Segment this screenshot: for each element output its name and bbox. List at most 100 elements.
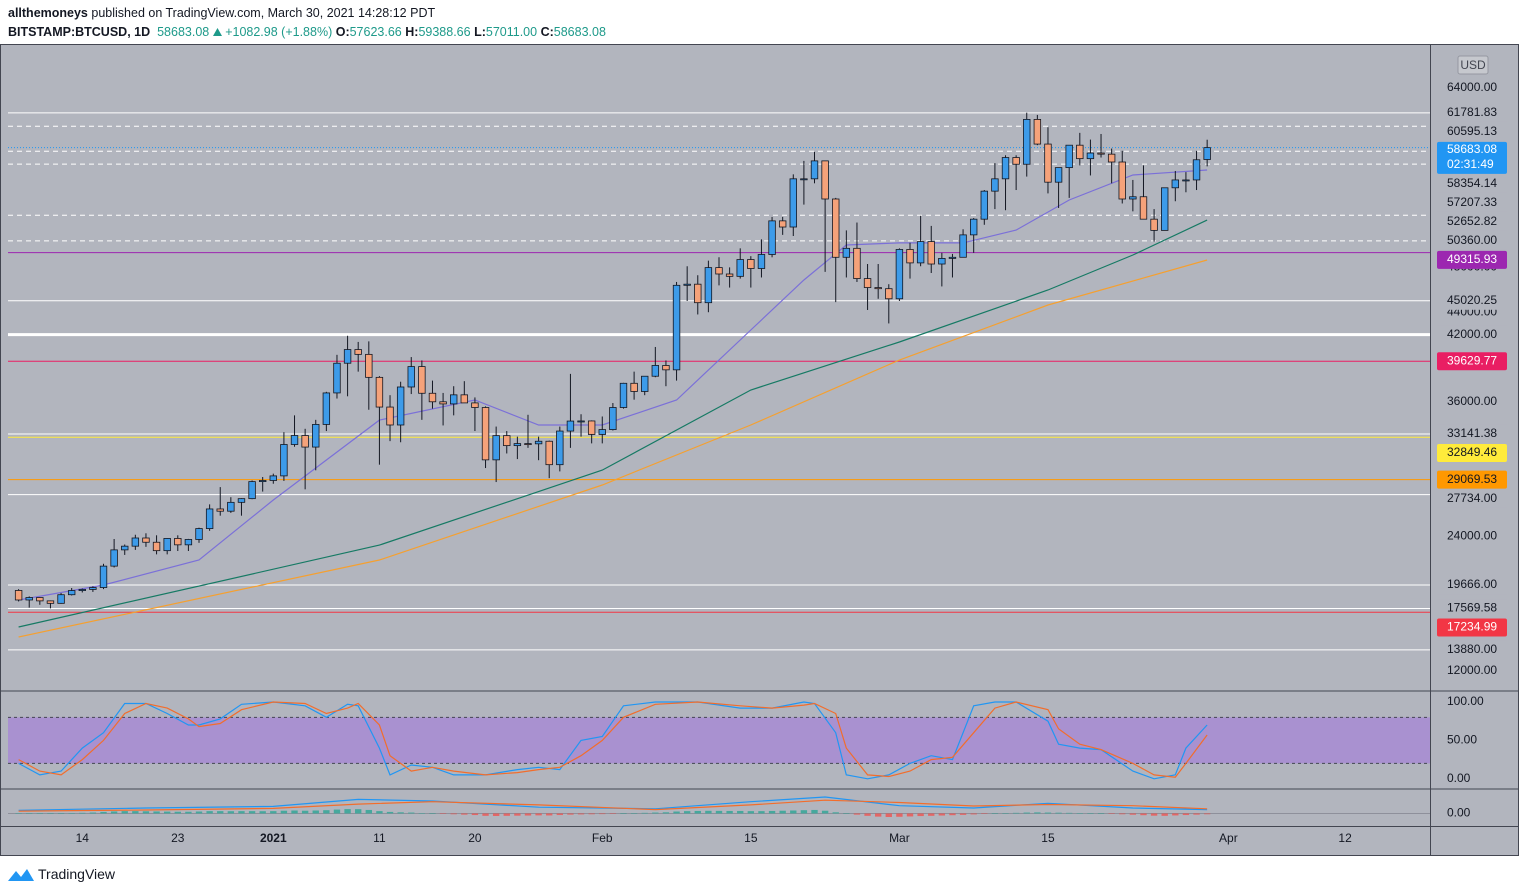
candle-body — [333, 362, 341, 394]
level-label: 39629.77 — [1447, 353, 1497, 367]
level-tag — [1437, 250, 1507, 269]
histogram-bar — [195, 811, 203, 814]
candle-body — [174, 538, 182, 546]
histogram-bar — [853, 813, 861, 815]
candle-body — [258, 480, 267, 483]
candle-body — [1118, 161, 1126, 200]
histogram-bar — [662, 812, 670, 814]
histogram-bar — [15, 813, 22, 814]
level-label: 17569.58 — [1447, 601, 1497, 615]
histogram-bar — [1182, 813, 1190, 816]
candle-body — [471, 402, 479, 408]
histogram-bar — [535, 813, 542, 816]
candle-body — [747, 259, 755, 269]
histogram-bar — [1150, 813, 1158, 816]
candle-body — [545, 440, 553, 466]
histogram-bar — [790, 810, 797, 814]
level-label: 49315.93 — [1447, 252, 1497, 266]
high-value: 59388.66 — [418, 25, 471, 39]
candle-body — [810, 160, 819, 180]
moving-average — [18, 219, 1208, 628]
level-tag — [1437, 122, 1507, 141]
histogram-bar — [1023, 812, 1030, 814]
candle-body — [1086, 152, 1095, 160]
candle-body — [121, 545, 129, 551]
candle-body — [46, 600, 55, 604]
candle-body — [481, 407, 490, 461]
candle-body — [25, 597, 33, 601]
level-label: 61781.83 — [1447, 105, 1497, 119]
candle-body — [227, 501, 235, 512]
histogram-bar — [524, 813, 532, 816]
candle-body — [938, 258, 946, 265]
histogram-bar — [641, 812, 648, 814]
countdown-label: 02:31:49 — [1447, 157, 1494, 171]
change: +1082.98 (+1.88%) — [225, 25, 333, 39]
candle-body — [768, 220, 776, 255]
x-tick-label: 20 — [468, 831, 482, 845]
histogram-bar — [376, 811, 383, 814]
currency: USD — [1460, 58, 1486, 72]
candle-body — [598, 429, 606, 435]
candle-body — [365, 353, 373, 378]
histogram-bar — [1076, 813, 1083, 814]
candle-body — [725, 273, 734, 277]
candle-body — [312, 424, 320, 448]
candle-body — [386, 406, 394, 426]
candle-body — [280, 444, 288, 477]
histogram-bar — [556, 813, 564, 816]
histogram-bar — [142, 811, 150, 814]
candle-body — [566, 420, 575, 432]
axes: 14 23 2021 11 20 Feb 15 Mar 15 Apr 12 12000.00 24000… — [76, 80, 1507, 845]
level-label: 27734.00 — [1447, 491, 1497, 505]
moving-average — [18, 169, 1208, 601]
symbol-line: BITSTAMP:BTCUSD, 1D 58683.08 +1082.98 (+… — [8, 25, 606, 39]
histogram-bar — [227, 811, 235, 814]
y-tick-label: 24000.00 — [1447, 529, 1497, 543]
candle-body — [959, 234, 967, 258]
candle-body — [1129, 196, 1137, 200]
candle-body — [110, 549, 118, 567]
symbol: BITSTAMP:BTCUSD, 1D — [8, 25, 151, 39]
histogram-bar — [471, 813, 479, 816]
candle-body — [1171, 179, 1180, 189]
stoch-rsi-pane — [8, 701, 1430, 780]
histogram-bar — [450, 813, 457, 815]
candle-body — [343, 349, 352, 364]
histogram-bar — [439, 813, 447, 814]
histogram-bar — [673, 811, 680, 814]
histogram-bar — [1129, 813, 1137, 815]
histogram-bar — [1012, 812, 1020, 814]
histogram-bar — [259, 811, 266, 814]
candle-body — [301, 435, 309, 448]
last-price-label: 58683.08 — [1447, 142, 1497, 156]
macd-pane — [8, 796, 1430, 817]
candle-body — [778, 220, 787, 228]
chart: USD 14 23 2021 11 20 Feb 15 Mar 15 Apr 12 12000.00 2… — [0, 44, 1519, 856]
level-label: 50360.00 — [1447, 233, 1497, 247]
candle-body — [322, 392, 331, 425]
y-tick-label: 64000.00 — [1447, 80, 1497, 94]
histogram-bar — [291, 810, 298, 814]
histogram-bar — [206, 811, 213, 814]
histogram-bar — [365, 809, 372, 814]
level-label: 45020.25 — [1447, 293, 1497, 307]
candle-body — [789, 178, 797, 228]
candle-body — [842, 247, 851, 258]
candle-body — [418, 366, 426, 394]
candle-body — [163, 538, 171, 552]
histogram-bar — [312, 810, 319, 814]
histogram-bar — [546, 813, 553, 816]
histogram-bar — [758, 811, 765, 814]
level-label: 13880.00 — [1447, 642, 1497, 656]
histogram-bar — [917, 813, 924, 817]
histogram-bar — [100, 811, 107, 814]
low-label: L: — [474, 25, 486, 39]
histogram-bar — [970, 813, 977, 815]
candle-body — [863, 278, 872, 288]
candle-body — [577, 420, 585, 423]
histogram-bar — [1055, 812, 1062, 814]
histogram-bar — [683, 811, 691, 814]
low-value: 57011.00 — [485, 25, 538, 39]
